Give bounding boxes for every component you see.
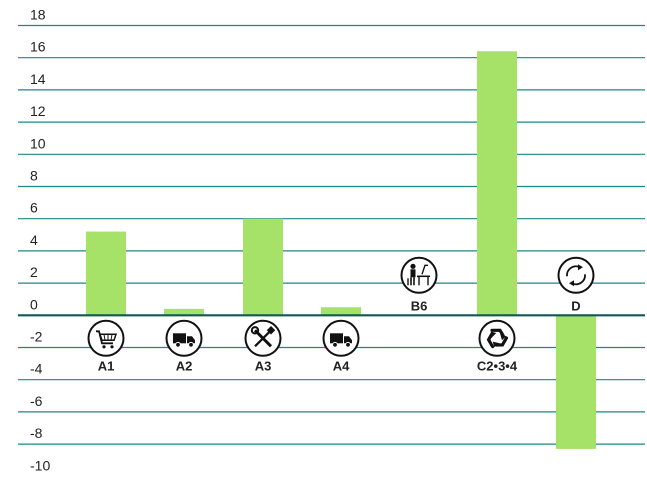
office-worker-icon bbox=[400, 256, 438, 294]
bar-A1 bbox=[86, 231, 126, 316]
y-tick-label: -2 bbox=[30, 329, 43, 345]
y-tick-label: -10 bbox=[30, 457, 50, 473]
category-icons bbox=[87, 256, 595, 357]
y-tick-label: 0 bbox=[30, 296, 38, 312]
y-tick-label: 18 bbox=[30, 7, 46, 23]
bar-A4 bbox=[321, 307, 361, 316]
bar-D bbox=[556, 315, 596, 449]
category-label: A3 bbox=[255, 358, 272, 373]
y-tick-label: 10 bbox=[30, 135, 46, 151]
category-label: B6 bbox=[411, 298, 428, 313]
bar-A3 bbox=[243, 218, 283, 316]
bars bbox=[86, 51, 596, 449]
category-label: D bbox=[571, 298, 580, 313]
bar-C2-3-4 bbox=[477, 51, 517, 316]
truck-icon bbox=[165, 319, 203, 357]
y-tick-label: -6 bbox=[30, 393, 43, 409]
truck-icon bbox=[322, 319, 360, 357]
y-tick-label: 2 bbox=[30, 264, 38, 280]
y-tick-label: 8 bbox=[30, 168, 38, 184]
y-tick-label: 6 bbox=[30, 200, 38, 216]
category-label: A1 bbox=[98, 358, 115, 373]
shopping-cart-icon bbox=[87, 319, 125, 357]
y-tick-label: 12 bbox=[30, 103, 46, 119]
gridlines bbox=[18, 24, 645, 445]
category-label: A2 bbox=[176, 358, 193, 373]
y-axis-tick-labels: 18 16 14 12 10 8 6 4 2 0 -2 -4 -6 -8 -10 bbox=[30, 7, 50, 474]
y-tick-label: 4 bbox=[30, 232, 38, 248]
y-tick-label: 16 bbox=[30, 39, 46, 55]
category-label: A4 bbox=[333, 358, 350, 373]
category-labels: A1 A2 A3 A4 B6 C2•3•4 D bbox=[98, 298, 581, 373]
recycle-icon bbox=[478, 319, 516, 357]
category-label: C2•3•4 bbox=[477, 358, 518, 373]
bar-A2 bbox=[164, 308, 204, 316]
y-tick-label: -8 bbox=[30, 425, 43, 441]
circular-arrows-icon bbox=[557, 256, 595, 294]
wrench-screwdriver-icon bbox=[244, 319, 282, 357]
y-tick-label: -4 bbox=[30, 361, 43, 377]
y-tick-label: 14 bbox=[30, 71, 46, 87]
